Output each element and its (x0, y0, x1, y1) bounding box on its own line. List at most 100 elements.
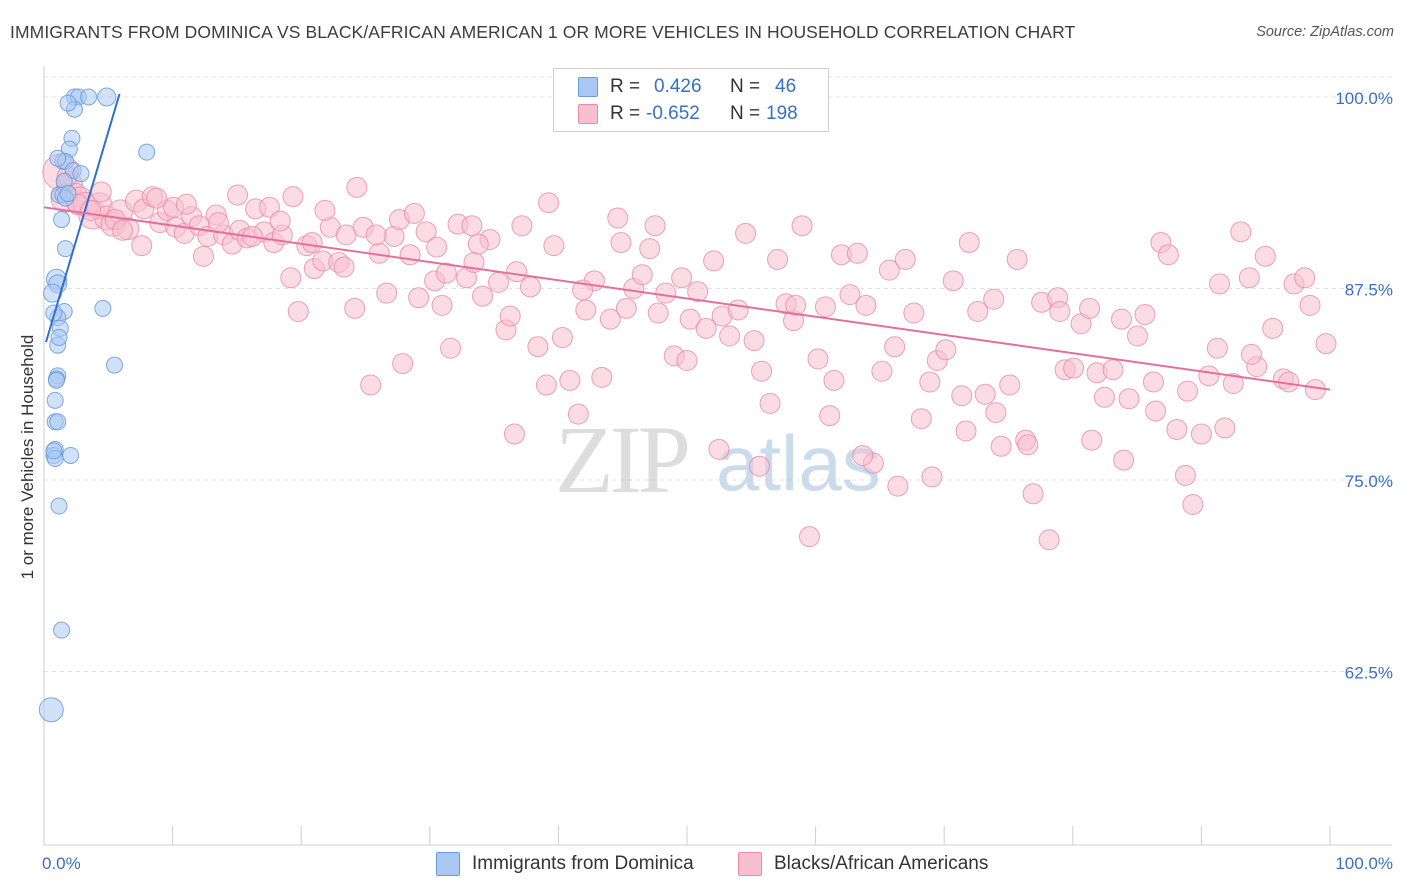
data-point-black (951, 385, 973, 407)
legend-r-label: R = (610, 76, 641, 97)
data-point-black (1126, 325, 1148, 347)
data-point-black (1174, 464, 1196, 486)
data-point-black (280, 267, 302, 289)
data-point-black (1299, 294, 1321, 316)
data-point-black (467, 233, 489, 255)
x-tick-label: 100.0% (1335, 854, 1393, 873)
data-point-black (814, 296, 836, 318)
data-point-dominica (62, 446, 80, 464)
data-point-black (360, 374, 382, 396)
data-point-dominica (45, 442, 63, 460)
data-point-dominica (138, 143, 156, 161)
data-point-black (112, 219, 134, 241)
data-point-black (1166, 418, 1188, 440)
data-point-black (1294, 267, 1316, 289)
bottom-legend-label: Blacks/African Americans (774, 853, 989, 874)
data-point-black (791, 215, 813, 237)
data-point-black (759, 392, 781, 414)
y-tick-label: 100.0% (1335, 89, 1393, 108)
x-tick-label: 0.0% (42, 854, 81, 873)
data-point-black (807, 348, 829, 370)
bottom-legend-black: Blacks/African Americans (738, 852, 988, 876)
data-point-black (269, 210, 291, 232)
data-point-black (1238, 267, 1260, 289)
data-point-black (346, 176, 368, 198)
data-point-black (878, 259, 900, 281)
data-point-black (1254, 245, 1276, 267)
data-point-black (607, 207, 629, 229)
data-point-black (543, 235, 565, 257)
legend-n-label: N = (730, 103, 761, 124)
data-point-black (1081, 429, 1103, 451)
data-point-black (644, 215, 666, 237)
data-point-dominica (59, 94, 77, 112)
data-point-black (974, 383, 996, 405)
data-point-black (958, 232, 980, 254)
data-point-black (655, 282, 677, 304)
data-point-dominica (49, 149, 67, 167)
data-point-black (1262, 317, 1284, 339)
y-tick-label: 75.0% (1345, 472, 1393, 491)
data-point-black (1049, 300, 1071, 322)
legend-r-label: R = (610, 103, 641, 124)
legend-row-black: R = -0.652 N = 198 (554, 100, 828, 128)
data-point-black (887, 475, 909, 497)
data-point-black (894, 248, 916, 270)
data-point-black (727, 299, 749, 321)
y-tick-label: 62.5% (1345, 664, 1393, 683)
data-point-black (1079, 297, 1101, 319)
data-point-black (392, 353, 414, 375)
bottom-legend-swatch-blue (436, 852, 460, 876)
data-point-black (823, 369, 845, 391)
data-point-black (910, 408, 932, 430)
data-point-dominica (38, 697, 64, 723)
data-point-black (695, 317, 717, 339)
bottom-legend-label: Immigrants from Dominica (472, 853, 694, 874)
data-point-black (631, 264, 653, 286)
data-point-black (192, 245, 214, 267)
data-point-black (852, 444, 874, 466)
data-point-black (506, 261, 528, 283)
y-tick-label: 87.5% (1345, 281, 1393, 300)
data-point-black (499, 305, 521, 327)
data-point-black (785, 294, 807, 316)
data-point-black (1214, 417, 1236, 439)
data-point-dominica (50, 329, 68, 347)
data-point-black (676, 350, 698, 372)
data-point-black (1240, 343, 1262, 365)
data-point-black (527, 336, 549, 358)
data-point-black (175, 193, 197, 215)
data-point-dominica (59, 185, 77, 203)
data-point-black (538, 192, 560, 214)
data-point-black (1209, 273, 1230, 295)
data-point-black (1198, 365, 1220, 387)
data-point-black (610, 232, 632, 254)
data-point-black (1017, 434, 1039, 456)
data-point-black (751, 360, 773, 382)
data-point-dominica (53, 621, 71, 639)
data-point-black (839, 284, 861, 306)
data-point-black (748, 455, 770, 477)
data-point-black (440, 337, 462, 359)
data-point-black (415, 221, 437, 243)
data-point-black (207, 212, 229, 234)
trend-line-black (43, 206, 1331, 391)
data-point-black (615, 297, 637, 319)
data-point-black (146, 187, 168, 209)
legend-swatch-blue (578, 77, 598, 97)
data-point-black (1315, 333, 1337, 355)
data-point-black (227, 184, 249, 206)
data-point-dominica (50, 497, 68, 515)
legend-row-dominica: R = 0.426 N = 46 (554, 73, 828, 101)
data-point-black (1022, 483, 1044, 505)
data-point-black (1157, 244, 1179, 266)
series-immigrants-from-dominica (38, 87, 156, 723)
trend-line-dominica (45, 93, 121, 343)
data-point-dominica (47, 371, 65, 389)
data-point-dominica (53, 211, 71, 229)
legend-n-label: N = (730, 76, 761, 97)
data-point-black (1142, 371, 1164, 393)
data-point-black (919, 371, 941, 393)
data-point-black (990, 435, 1012, 457)
data-point-black (551, 327, 573, 349)
